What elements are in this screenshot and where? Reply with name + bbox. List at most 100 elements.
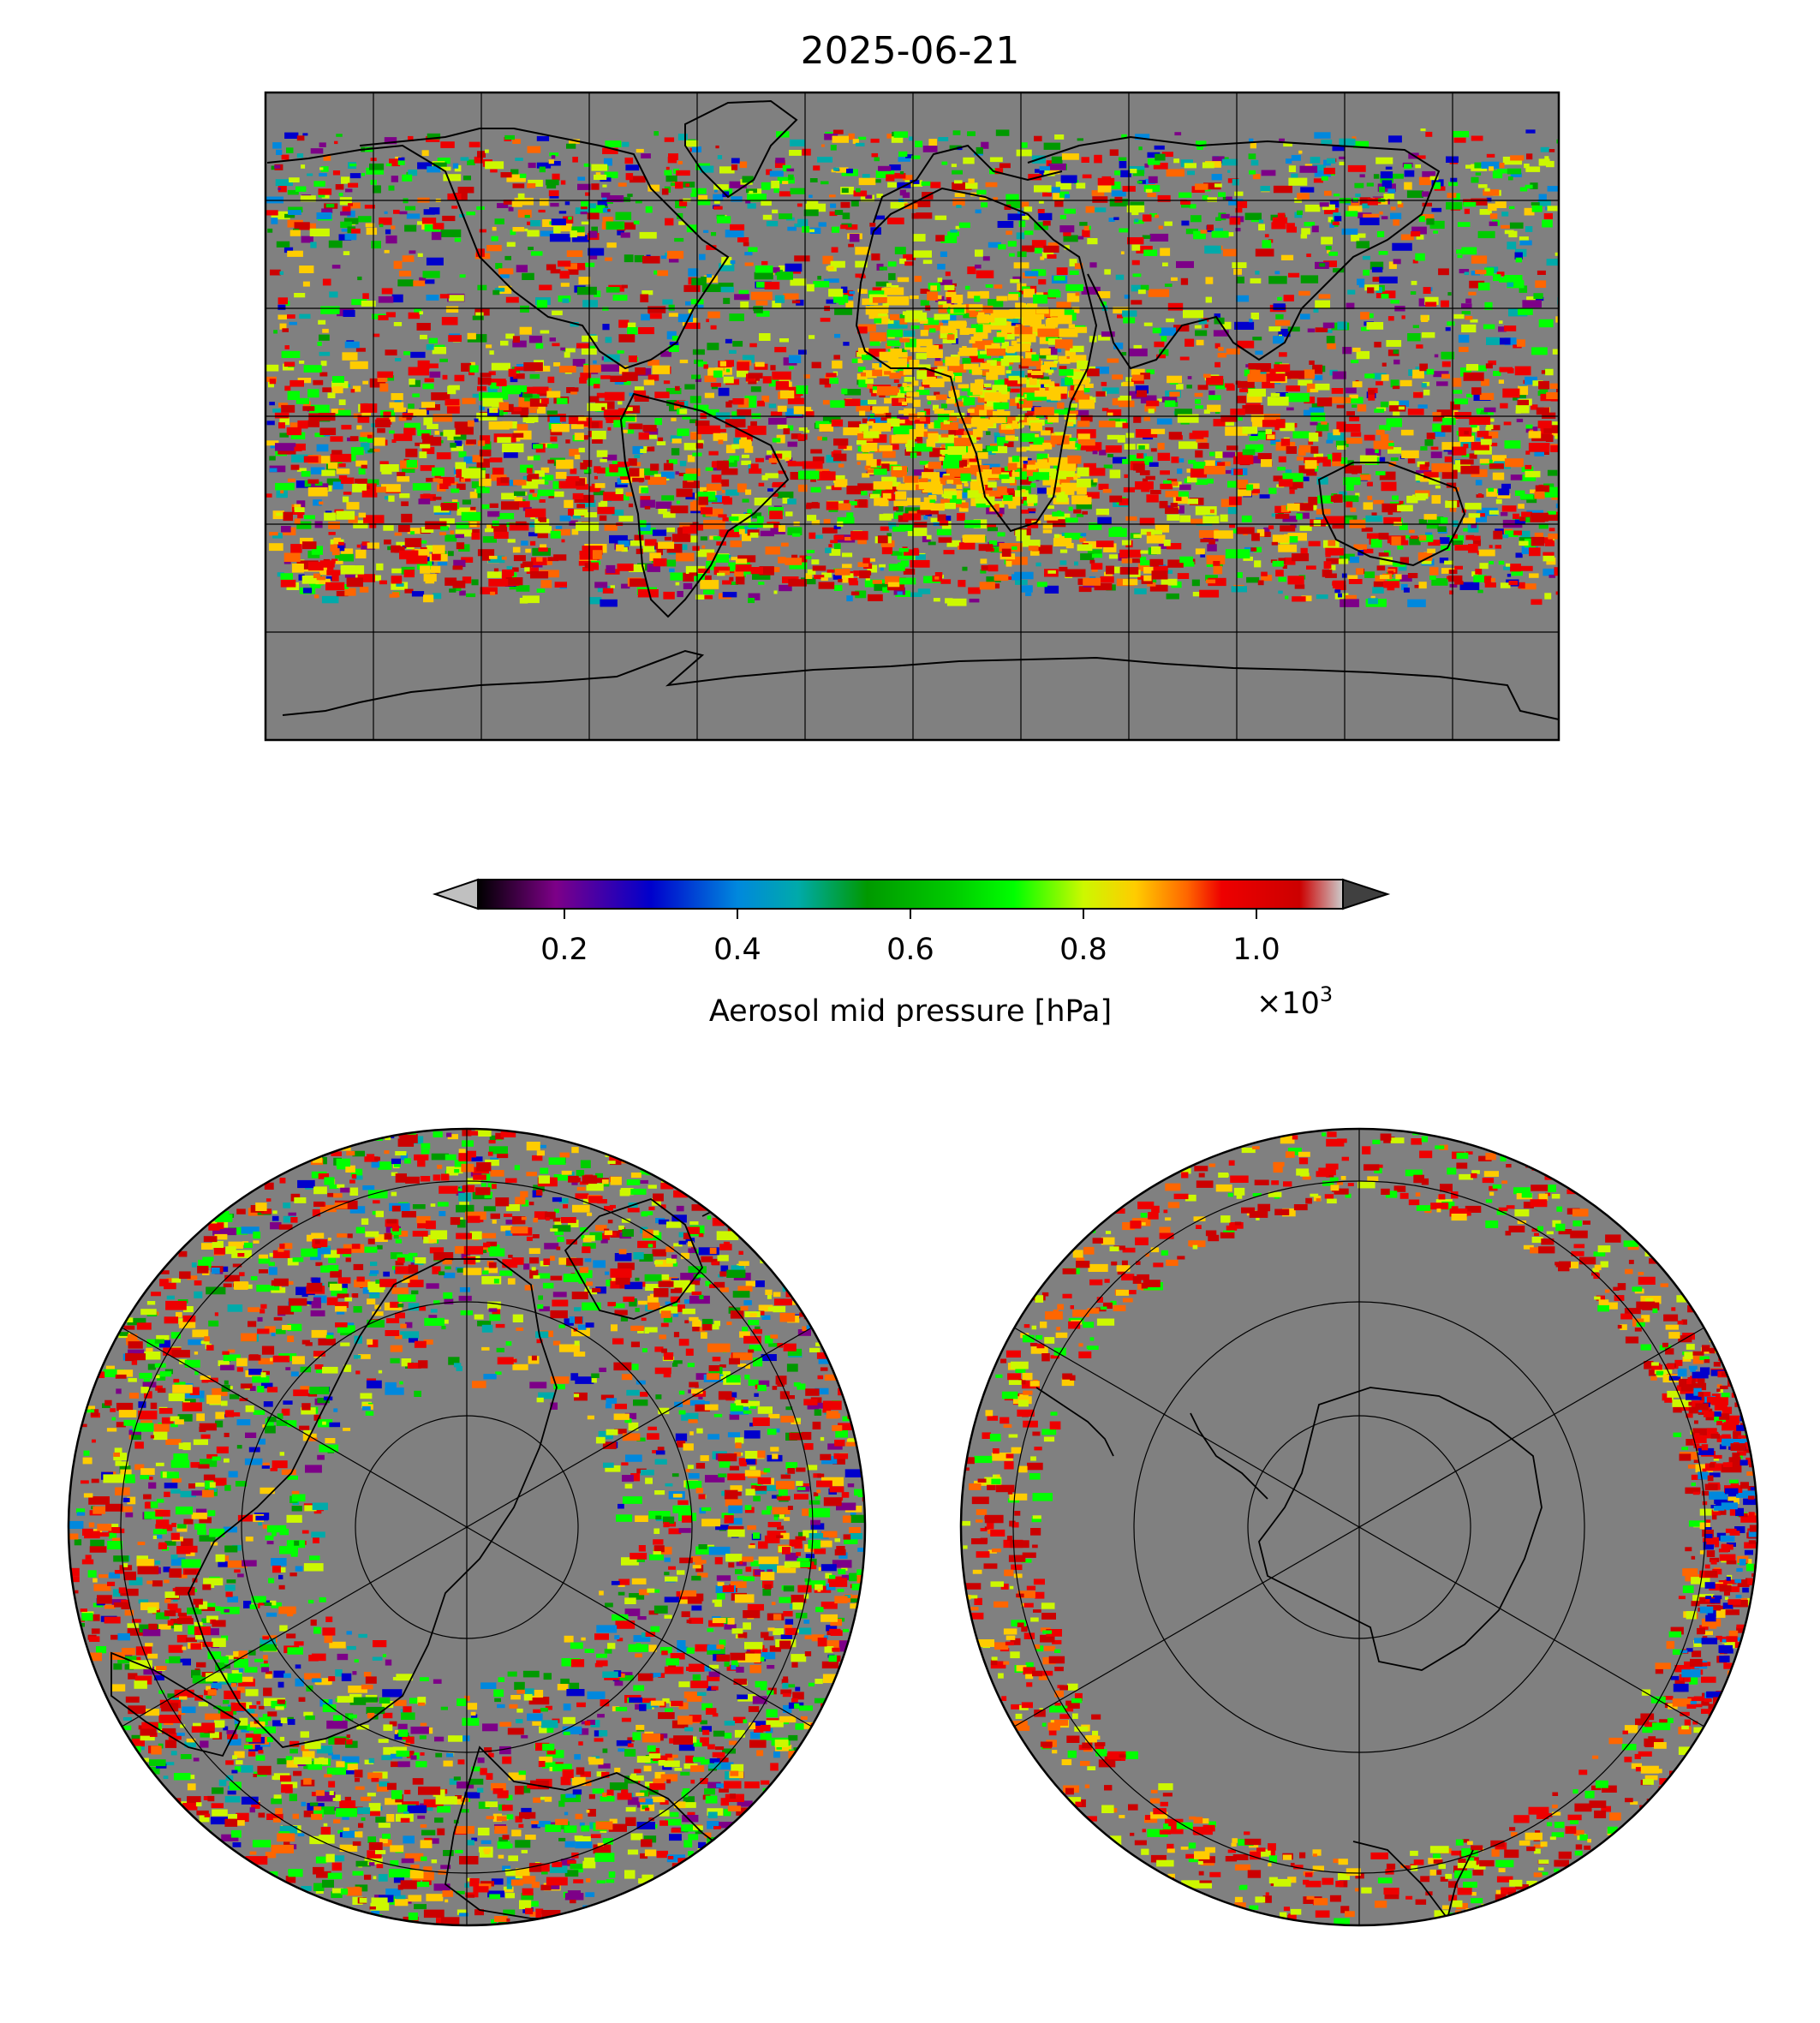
aerosol-pixel	[1043, 361, 1057, 367]
aerosol-pixel	[1454, 565, 1463, 570]
aerosol-pixel	[1545, 434, 1554, 442]
aerosol-pixel	[1463, 517, 1476, 524]
aerosol-pixel	[538, 209, 546, 213]
aerosol-pixel	[423, 417, 433, 426]
aerosol-pixel	[310, 584, 321, 588]
aerosol-pixel	[1004, 416, 1012, 424]
aerosol-pixel	[772, 371, 791, 380]
aerosol-pixel	[939, 456, 945, 462]
aerosol-pixel	[522, 391, 533, 398]
aerosol-pixel	[588, 562, 599, 570]
aerosol-pixel	[831, 247, 838, 253]
aerosol-pixel	[279, 323, 287, 330]
aerosol-pixel	[576, 343, 589, 349]
aerosol-pixel	[1151, 546, 1161, 555]
aerosol-pixel	[1087, 238, 1098, 245]
aerosol-pixel	[1146, 534, 1166, 544]
aerosol-pixel	[874, 468, 887, 475]
aerosol-pixel	[789, 562, 808, 570]
aerosol-pixel	[342, 206, 351, 214]
aerosol-pixel	[571, 226, 585, 233]
aerosol-pixel	[1082, 510, 1088, 515]
aerosol-pixel	[1383, 581, 1399, 588]
aerosol-pixel	[536, 135, 550, 141]
aerosol-pixel	[919, 386, 924, 391]
aerosol-pixel	[349, 173, 361, 179]
aerosol-pixel	[1032, 545, 1053, 554]
aerosol-pixel	[817, 276, 821, 280]
aerosol-pixel	[848, 421, 862, 428]
aerosol-pixel	[339, 197, 352, 206]
aerosol-pixel	[1558, 224, 1559, 232]
aerosol-pixel	[403, 351, 411, 355]
aerosol-pixel	[1353, 140, 1369, 148]
aerosol-pixel	[1544, 451, 1549, 455]
aerosol-pixel	[1159, 349, 1169, 356]
aerosol-pixel	[629, 392, 636, 397]
aerosol-pixel	[1363, 213, 1380, 221]
aerosol-pixel	[1485, 363, 1493, 369]
aerosol-pixel	[1329, 224, 1334, 228]
aerosol-pixel	[1268, 276, 1287, 284]
aerosol-pixel	[287, 189, 299, 195]
aerosol-pixel	[710, 383, 721, 387]
aerosol-pixel	[952, 460, 968, 467]
aerosol-pixel	[1185, 229, 1198, 235]
aerosol-pixel	[1468, 513, 1481, 518]
aerosol-pixel	[402, 413, 414, 418]
aerosol-pixel	[1341, 228, 1358, 236]
aerosol-pixel	[590, 205, 606, 213]
aerosol-pixel	[1069, 355, 1087, 363]
aerosol-pixel	[626, 540, 634, 546]
aerosol-pixel	[946, 480, 954, 484]
aerosol-pixel	[683, 474, 698, 480]
aerosol-pixel	[1531, 599, 1543, 606]
aerosol-pixel	[408, 367, 429, 376]
aerosol-pixel	[625, 407, 633, 411]
aerosol-pixel	[761, 474, 768, 480]
aerosol-pixel	[1262, 420, 1280, 427]
aerosol-pixel	[454, 440, 462, 446]
aerosol-pixel	[448, 385, 460, 391]
aerosol-pixel	[985, 182, 998, 188]
aerosol-pixel	[881, 546, 892, 555]
aerosol-pixel	[725, 419, 746, 428]
aerosol-pixel	[1452, 378, 1462, 387]
aerosol-pixel	[999, 389, 1008, 395]
aerosol-pixel	[1521, 511, 1532, 517]
aerosol-pixel	[1441, 373, 1450, 379]
aerosol-pixel	[307, 562, 324, 571]
aerosol-pixel	[294, 446, 302, 451]
aerosol-pixel	[602, 217, 614, 224]
aerosol-pixel	[1519, 240, 1532, 246]
aerosol-pixel	[474, 156, 483, 164]
aerosol-pixel	[976, 270, 994, 278]
aerosol-pixel	[931, 476, 940, 483]
aerosol-pixel	[969, 311, 985, 318]
aerosol-pixel	[648, 313, 662, 319]
aerosol-pixel	[1396, 400, 1410, 407]
aerosol-pixel	[1019, 333, 1036, 343]
aerosol-pixel	[1061, 153, 1079, 160]
aerosol-pixel	[1213, 419, 1226, 427]
aerosol-pixel	[1407, 573, 1418, 579]
aerosol-pixel	[950, 230, 958, 233]
aerosol-pixel	[748, 522, 763, 528]
aerosol-pixel	[391, 439, 397, 443]
aerosol-pixel	[455, 462, 466, 470]
aerosol-pixel	[944, 284, 955, 290]
aerosol-pixel	[621, 546, 628, 552]
aerosol-pixel	[1465, 534, 1475, 540]
aerosol-pixel	[391, 294, 403, 303]
aerosol-pixel	[1237, 380, 1255, 388]
aerosol-pixel	[1379, 471, 1396, 480]
aerosol-pixel	[1164, 400, 1176, 408]
aerosol-pixel	[1042, 529, 1053, 534]
aerosol-pixel	[848, 133, 855, 140]
aerosol-pixel	[500, 272, 510, 278]
aerosol-pixel	[414, 308, 421, 316]
aerosol-pixel	[588, 203, 596, 209]
aerosol-pixel	[768, 403, 777, 409]
aerosol-pixel	[489, 350, 494, 355]
aerosol-pixel	[299, 361, 305, 364]
